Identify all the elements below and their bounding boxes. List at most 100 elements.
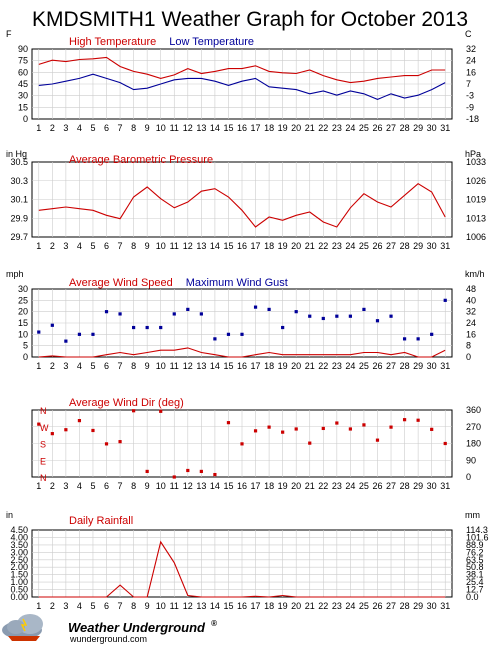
- y2-tick-label: 24: [466, 56, 476, 66]
- data-point: [172, 475, 176, 479]
- x-tick-label: 6: [104, 361, 109, 371]
- x-tick-label: 12: [183, 361, 193, 371]
- series-line: [38, 347, 446, 358]
- x-tick-label: 15: [223, 601, 233, 611]
- data-point: [416, 418, 420, 422]
- x-tick-label: 30: [427, 601, 437, 611]
- data-point: [186, 307, 190, 311]
- x-tick-label: 15: [223, 123, 233, 133]
- wunderground-logo: Weather Underground ® wunderground.com: [2, 614, 217, 644]
- x-tick-label: 3: [63, 361, 68, 371]
- data-point: [281, 325, 285, 330]
- y2-tick-label: 16: [466, 67, 476, 77]
- y2-tick-label: 38.1: [466, 570, 484, 580]
- x-tick-label: 19: [278, 241, 288, 251]
- y-tick-label: 5: [23, 341, 28, 351]
- x-tick-label: 12: [183, 123, 193, 133]
- y-tick-label: 0: [23, 352, 28, 362]
- x-tick-label: 7: [118, 601, 123, 611]
- brand-name: Weather Underground: [68, 620, 206, 635]
- page-title: KMDSMITH1 Weather Graph for October 2013: [32, 8, 468, 31]
- x-tick-label: 14: [210, 601, 220, 611]
- compass-label: N: [40, 406, 47, 416]
- x-tick-label: 10: [156, 481, 166, 491]
- y2-tick-label: 24: [466, 318, 476, 328]
- x-tick-label: 9: [145, 601, 150, 611]
- x-tick-label: 26: [372, 481, 382, 491]
- data-point: [64, 428, 68, 432]
- data-point: [91, 332, 95, 336]
- y-tick-label: 25: [18, 295, 28, 305]
- data-point: [132, 325, 136, 330]
- data-point: [240, 442, 244, 446]
- compass-label: W: [40, 423, 49, 433]
- x-tick-label: 13: [196, 123, 206, 133]
- x-tick-label: 31: [440, 123, 450, 133]
- y-tick-label: 29.9: [10, 213, 28, 223]
- y-tick-label: 1.00: [10, 577, 28, 587]
- y2-tick-label: -18: [466, 114, 479, 124]
- x-tick-label: 2: [50, 601, 55, 611]
- x-tick-label: 20: [291, 361, 301, 371]
- y2-tick-label: 32: [466, 307, 476, 317]
- x-tick-label: 27: [386, 601, 396, 611]
- x-tick-label: 18: [264, 123, 274, 133]
- y-tick-label: 2.50: [10, 555, 28, 565]
- series-line: [38, 540, 446, 598]
- y2-tick-label: 1013: [466, 213, 486, 223]
- data-point: [186, 468, 190, 473]
- x-tick-label: 27: [386, 241, 396, 251]
- x-tick-label: 12: [183, 241, 193, 251]
- data-point: [226, 332, 231, 336]
- data-point: [213, 472, 217, 477]
- data-point: [226, 421, 231, 425]
- x-tick-label: 21: [305, 123, 315, 133]
- x-tick-label: 26: [372, 241, 382, 251]
- data-point: [145, 469, 149, 474]
- x-tick-label: 28: [400, 241, 410, 251]
- data-point: [64, 339, 68, 343]
- x-tick-label: 26: [372, 123, 382, 133]
- x-tick-label: 31: [440, 481, 450, 491]
- x-tick-label: 30: [427, 361, 437, 371]
- x-tick-label: 26: [372, 601, 382, 611]
- y2-tick-label: 1006: [466, 232, 486, 242]
- data-point: [199, 312, 203, 316]
- x-tick-label: 24: [345, 361, 355, 371]
- data-point: [321, 316, 325, 321]
- x-tick-label: 25: [359, 481, 369, 491]
- x-tick-label: 25: [359, 123, 369, 133]
- x-tick-label: 29: [413, 481, 423, 491]
- data-point: [294, 310, 298, 314]
- x-tick-label: 31: [440, 601, 450, 611]
- x-tick-label: 29: [413, 123, 423, 133]
- y-tick-label: 1.50: [10, 570, 28, 580]
- left-unit-label: in Hg: [6, 149, 27, 159]
- x-tick-label: 11: [170, 241, 179, 251]
- x-tick-label: 5: [90, 123, 95, 133]
- series-title: Average Wind Dir (deg): [69, 397, 184, 409]
- x-tick-label: 30: [427, 481, 437, 491]
- y2-tick-label: 0: [466, 352, 471, 362]
- data-point: [132, 409, 136, 413]
- data-point: [253, 305, 258, 309]
- data-point: [389, 425, 393, 429]
- x-tick-label: 23: [332, 241, 342, 251]
- data-point: [77, 419, 82, 423]
- x-tick-label: 29: [413, 601, 423, 611]
- x-tick-label: 27: [386, 481, 396, 491]
- y2-tick-label: 25.4: [466, 577, 484, 587]
- x-tick-label: 5: [90, 601, 95, 611]
- y2-tick-label: 114.3: [466, 525, 488, 535]
- y-tick-label: 4.00: [10, 532, 28, 542]
- x-tick-label: 6: [104, 241, 109, 251]
- data-point: [362, 307, 366, 311]
- x-tick-label: 2: [50, 481, 55, 491]
- x-tick-label: 25: [359, 361, 369, 371]
- x-tick-label: 20: [291, 241, 301, 251]
- x-tick-label: 29: [413, 361, 423, 371]
- data-point: [159, 409, 163, 413]
